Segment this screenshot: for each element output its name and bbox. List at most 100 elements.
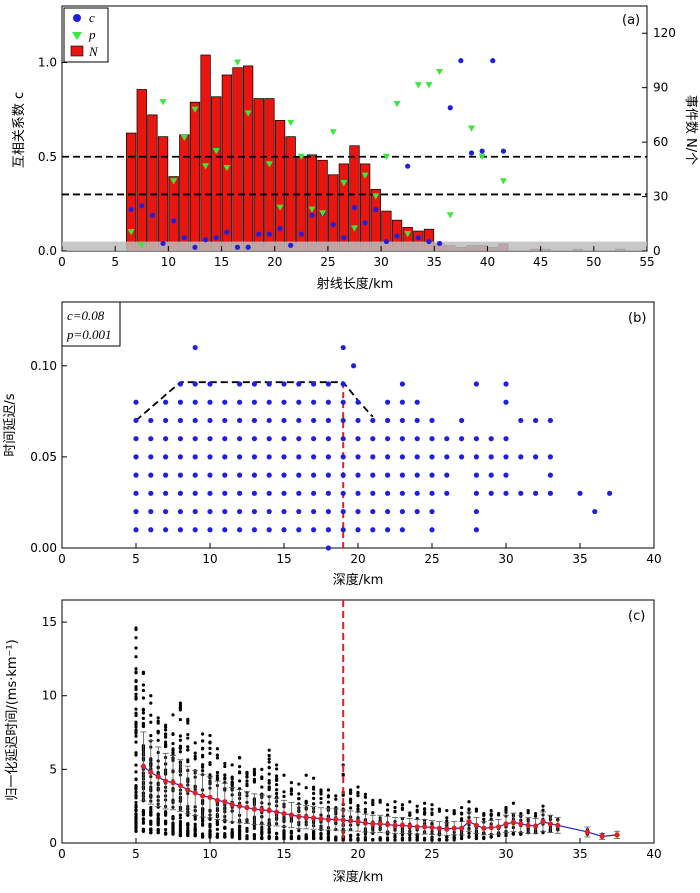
- scatter-point: [134, 627, 138, 632]
- mean-point: [555, 822, 561, 828]
- mean-point: [259, 807, 265, 813]
- stat-c: c=0.08: [67, 308, 105, 323]
- point-delay: [266, 527, 272, 533]
- scatter-point: [134, 790, 138, 794]
- point-p: [499, 178, 507, 185]
- x-tick-label: 10: [161, 255, 176, 269]
- stats-box-frame: [61, 301, 121, 347]
- point-delay: [340, 454, 346, 460]
- point-delay: [399, 508, 405, 515]
- scatter-point: [171, 713, 175, 717]
- x-tick-label: 15: [214, 255, 229, 269]
- point-delay: [266, 472, 272, 478]
- bar-n: [168, 176, 179, 252]
- mean-point: [214, 797, 220, 803]
- scatter-point: [134, 679, 138, 683]
- scatter-point: [178, 734, 182, 738]
- point-delay: [503, 490, 509, 496]
- scatter-point: [134, 731, 138, 735]
- point-delay: [429, 490, 435, 496]
- point-delay: [177, 436, 183, 442]
- scatter-point: [275, 763, 279, 767]
- scatter-point: [178, 830, 182, 834]
- point-delay: [133, 454, 139, 460]
- x-tick-label: 30: [498, 552, 513, 566]
- point-delay: [207, 381, 213, 387]
- point-c: [426, 238, 432, 245]
- scatter-point: [186, 832, 190, 836]
- scatter-point: [504, 808, 508, 812]
- point-delay: [281, 454, 287, 460]
- scatter-point: [260, 775, 264, 779]
- point-delay: [207, 527, 213, 533]
- scatter-point: [341, 793, 345, 797]
- scatter-point: [275, 783, 279, 787]
- point-delay: [177, 454, 183, 460]
- scatter-point: [275, 831, 279, 835]
- point-delay: [192, 490, 198, 496]
- scatter-point: [363, 835, 367, 839]
- scatter-point: [186, 822, 190, 826]
- point-delay: [355, 436, 361, 442]
- scatter-point: [141, 716, 145, 721]
- point-p: [361, 172, 369, 179]
- point-delay: [281, 399, 287, 405]
- right-tick-label: 120: [653, 26, 676, 40]
- point-delay: [177, 508, 183, 515]
- x-tick-label: 50: [586, 255, 601, 269]
- scatter-point: [356, 807, 360, 811]
- point-delay: [488, 472, 494, 478]
- point-delay: [311, 472, 317, 478]
- scatter-point: [467, 800, 471, 804]
- point-delay: [385, 454, 391, 460]
- scatter-point: [312, 833, 316, 837]
- point-delay: [414, 508, 420, 515]
- mean-point: [340, 817, 346, 823]
- scatter-point: [393, 838, 397, 842]
- scatter-point: [430, 811, 434, 815]
- point-p: [329, 129, 337, 136]
- scatter-point: [178, 717, 182, 722]
- mean-point: [355, 819, 361, 825]
- panel-c-mean-curve: [140, 763, 620, 839]
- scatter-point: [312, 787, 316, 791]
- point-delay: [414, 454, 420, 460]
- scatter-point: [164, 725, 168, 729]
- scatter-point: [223, 826, 227, 830]
- scatter-point: [164, 810, 168, 814]
- scatter-point: [452, 835, 456, 839]
- scatter-point: [319, 790, 323, 794]
- point-delay: [533, 490, 539, 496]
- point-c: [213, 235, 219, 241]
- scatter-point: [134, 785, 138, 789]
- scatter-point: [186, 732, 190, 737]
- point-delay: [370, 454, 376, 460]
- point-delay: [399, 454, 405, 460]
- point-c: [500, 148, 507, 154]
- scatter-point: [149, 822, 153, 826]
- point-delay: [266, 454, 272, 460]
- scatter-point: [208, 751, 212, 755]
- point-delay: [177, 472, 183, 478]
- point-delay: [414, 436, 420, 442]
- scatter-point: [400, 833, 404, 837]
- scatter-point: [134, 753, 138, 757]
- scatter-point: [134, 707, 138, 711]
- scatter-point: [504, 833, 508, 838]
- point-delay: [266, 381, 272, 387]
- scatter-point: [134, 812, 138, 816]
- scatter-point: [156, 738, 160, 742]
- point-delay: [473, 490, 479, 496]
- x-tick-label: 40: [480, 255, 495, 269]
- scatter-point: [275, 795, 279, 799]
- scatter-point: [230, 763, 234, 767]
- mean-point: [281, 810, 287, 817]
- scatter-point: [282, 794, 286, 798]
- point-delay: [607, 490, 613, 496]
- panel-c-scatter: [134, 626, 619, 842]
- scatter-point: [504, 810, 508, 814]
- scatter-point: [423, 810, 427, 814]
- scatter-point: [134, 667, 138, 671]
- scatter-point: [260, 785, 264, 789]
- point-c: [139, 203, 145, 209]
